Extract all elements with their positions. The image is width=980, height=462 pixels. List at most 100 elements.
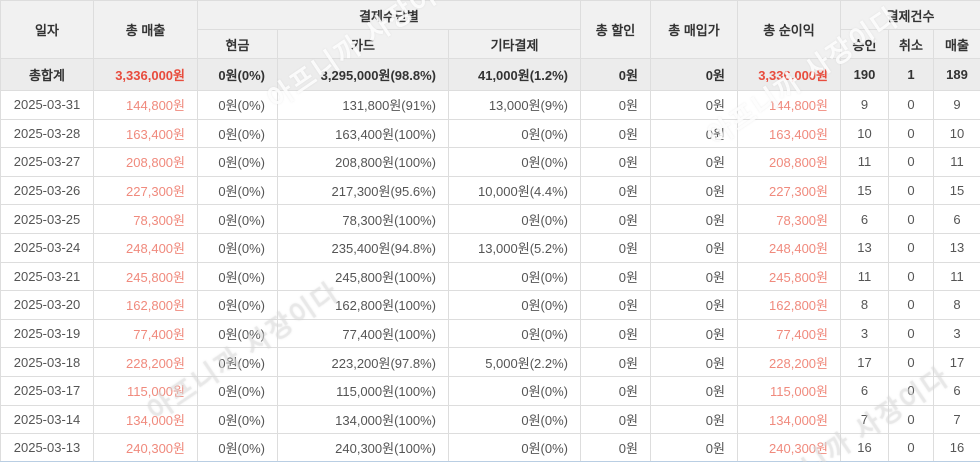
cell-cash: 0원(0%) [197, 404, 278, 435]
cell-other-payment: 0원(0%) [448, 261, 581, 292]
col-header-other-payment: 기타결제 [448, 29, 581, 59]
table-row: 2025-03-25 78,300원 0원(0%) 78,300원(100%) … [0, 204, 980, 234]
cell-cancelled-count: 0 [888, 404, 934, 435]
cell-card: 134,000원(100%) [277, 404, 449, 435]
cell-total-purchase: 0원 [650, 90, 738, 120]
cell-cancelled-count: 0 [888, 147, 934, 177]
cell-total-discount: 0원 [580, 347, 651, 377]
cell-total-discount: 0원 [580, 147, 651, 177]
cell-total-profit: 134,000원 [737, 404, 841, 435]
cell-total-purchase: 0원 [650, 433, 738, 462]
cell-date: 2025-03-24 [0, 232, 94, 263]
cell-total-discount: 0원 [580, 261, 651, 292]
col-header-total-sales: 총 매출 [93, 0, 198, 59]
cell-date: 2025-03-13 [0, 433, 94, 462]
col-header-sales-count: 매출 [932, 29, 980, 59]
cell-cash: 0원(0%) [197, 261, 278, 292]
cell-sales-count: 7 [932, 404, 980, 435]
total-profit: 3,336,000원 [737, 58, 841, 91]
cell-approved-count: 3 [840, 318, 889, 349]
cell-total-profit: 227,300원 [737, 175, 841, 206]
cell-cancelled-count: 0 [888, 118, 934, 149]
cell-card: 235,400원(94.8%) [277, 232, 449, 263]
cell-total-profit: 208,800원 [737, 147, 841, 177]
cell-total-purchase: 0원 [650, 375, 738, 406]
total-other: 41,000원(1.2%) [448, 58, 581, 91]
cell-approved-count: 17 [840, 347, 889, 377]
cell-total-sales: 78,300원 [93, 204, 198, 234]
cell-sales-count: 9 [932, 90, 980, 120]
cell-date: 2025-03-28 [0, 118, 94, 149]
table-row: 2025-03-21 245,800원 0원(0%) 245,800원(100%… [0, 261, 980, 292]
cell-cash: 0원(0%) [197, 232, 278, 263]
cell-sales-count: 13 [932, 232, 980, 263]
cell-cash: 0원(0%) [197, 175, 278, 206]
cell-approved-count: 9 [840, 90, 889, 120]
cell-card: 223,200원(97.8%) [277, 347, 449, 377]
cell-date: 2025-03-21 [0, 261, 94, 292]
cell-card: 240,300원(100%) [277, 433, 449, 462]
table-row: 2025-03-13 240,300원 0원(0%) 240,300원(100%… [0, 433, 980, 462]
cell-total-purchase: 0원 [650, 290, 738, 320]
cell-date: 2025-03-19 [0, 318, 94, 349]
cell-sales-count: 8 [932, 290, 980, 320]
col-header-total-discount: 총 할인 [580, 0, 651, 59]
cell-other-payment: 0원(0%) [448, 290, 581, 320]
total-sales: 3,336,000원 [93, 58, 198, 91]
cell-approved-count: 15 [840, 175, 889, 206]
total-label: 총합계 [0, 58, 94, 91]
cell-cancelled-count: 0 [888, 433, 934, 462]
cell-total-discount: 0원 [580, 232, 651, 263]
cell-date: 2025-03-18 [0, 347, 94, 377]
cell-approved-count: 16 [840, 433, 889, 462]
cell-cash: 0원(0%) [197, 290, 278, 320]
cell-date: 2025-03-26 [0, 175, 94, 206]
cell-total-discount: 0원 [580, 118, 651, 149]
cell-card: 115,000원(100%) [277, 375, 449, 406]
cell-total-purchase: 0원 [650, 347, 738, 377]
cell-sales-count: 10 [932, 118, 980, 149]
total-sales-count: 189 [932, 58, 980, 91]
cell-sales-count: 3 [932, 318, 980, 349]
cell-total-discount: 0원 [580, 90, 651, 120]
cell-total-sales: 77,400원 [93, 318, 198, 349]
cell-sales-count: 6 [932, 375, 980, 406]
cell-total-profit: 144,800원 [737, 90, 841, 120]
cell-cash: 0원(0%) [197, 375, 278, 406]
cell-date: 2025-03-25 [0, 204, 94, 234]
col-header-approved: 승인 [840, 29, 889, 59]
cell-total-sales: 144,800원 [93, 90, 198, 120]
col-header-total-profit: 총 순이익 [737, 0, 841, 59]
cell-total-sales: 115,000원 [93, 375, 198, 406]
cell-total-sales: 227,300원 [93, 175, 198, 206]
cell-total-profit: 245,800원 [737, 261, 841, 292]
col-group-payment-count: 결제건수 [839, 0, 980, 30]
table-row: 2025-03-28 163,400원 0원(0%) 163,400원(100%… [0, 118, 980, 149]
cell-total-discount: 0원 [580, 290, 651, 320]
cell-cash: 0원(0%) [197, 347, 278, 377]
cell-cancelled-count: 0 [888, 375, 934, 406]
cell-other-payment: 13,000원(9%) [448, 90, 581, 120]
cell-sales-count: 15 [932, 175, 980, 206]
cell-date: 2025-03-17 [0, 375, 94, 406]
cell-total-purchase: 0원 [650, 118, 738, 149]
col-header-cash: 현금 [197, 29, 278, 59]
cell-approved-count: 13 [840, 232, 889, 263]
cell-card: 162,800원(100%) [277, 290, 449, 320]
cell-total-purchase: 0원 [650, 232, 738, 263]
cell-card: 245,800원(100%) [277, 261, 449, 292]
cell-total-purchase: 0원 [650, 204, 738, 234]
cell-cash: 0원(0%) [197, 147, 278, 177]
cell-sales-count: 16 [932, 433, 980, 462]
cell-total-discount: 0원 [580, 433, 651, 462]
cell-total-profit: 77,400원 [737, 318, 841, 349]
cell-other-payment: 13,000원(5.2%) [448, 232, 581, 263]
cell-total-purchase: 0원 [650, 147, 738, 177]
cell-cancelled-count: 0 [888, 204, 934, 234]
cell-other-payment: 0원(0%) [448, 204, 581, 234]
cell-total-purchase: 0원 [650, 318, 738, 349]
cell-cash: 0원(0%) [197, 118, 278, 149]
cell-cancelled-count: 0 [888, 290, 934, 320]
table-row: 2025-03-31 144,800원 0원(0%) 131,800원(91%)… [0, 90, 980, 120]
total-cash: 0원(0%) [197, 58, 278, 91]
